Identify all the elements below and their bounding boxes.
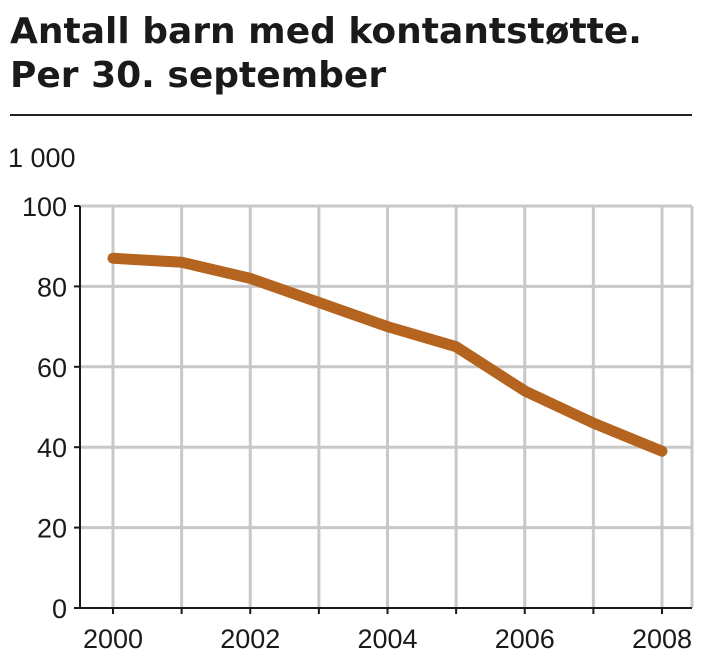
x-tick-label: 2002 bbox=[220, 624, 280, 654]
y-tick-label: 0 bbox=[52, 594, 67, 624]
y-tick-label: 100 bbox=[22, 192, 67, 222]
title-line: Antall barn med kontantstøtte. bbox=[10, 11, 642, 52]
unit-label: 1 000 bbox=[8, 143, 76, 173]
y-tick-label: 60 bbox=[37, 353, 67, 383]
series-group bbox=[107, 252, 668, 457]
x-axis-tick-labels: 2000 2002 2004 2006 2008 bbox=[83, 624, 692, 654]
grid-lines bbox=[80, 204, 694, 608]
x-tick-label: 2006 bbox=[495, 624, 555, 654]
chart-title: Antall barn med kontantstøtte. Per 30. s… bbox=[10, 10, 700, 98]
title-divider bbox=[10, 114, 692, 116]
y-tick-label: 80 bbox=[37, 272, 67, 302]
y-tick-label: 20 bbox=[37, 514, 67, 544]
x-tick-label: 2004 bbox=[357, 624, 417, 654]
x-tick-label: 2008 bbox=[632, 624, 692, 654]
x-tick-label: 2000 bbox=[83, 624, 143, 654]
y-axis-tick-labels: 0 20 40 60 80 100 bbox=[22, 192, 67, 624]
y-tick-label: 40 bbox=[37, 433, 67, 463]
plot-axes bbox=[74, 205, 692, 614]
subtitle-line: Per 30. september bbox=[10, 55, 387, 96]
